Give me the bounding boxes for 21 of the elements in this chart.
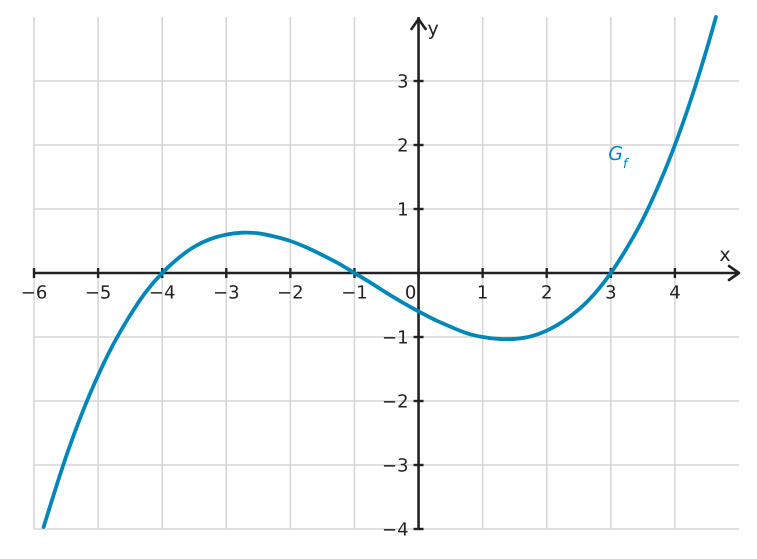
x-tick-label: 4 bbox=[669, 282, 681, 304]
x-tick-label: 3 bbox=[605, 282, 617, 304]
x-tick-label: 0 bbox=[404, 282, 416, 304]
x-tick-label: −5 bbox=[84, 282, 112, 304]
y-tick-label: 2 bbox=[397, 135, 409, 156]
x-tick-label: −2 bbox=[277, 282, 304, 304]
y-axis-title: y bbox=[428, 18, 439, 40]
y-tick-label: −2 bbox=[382, 391, 409, 412]
x-tick-label: −1 bbox=[341, 282, 368, 304]
x-tick-label: 2 bbox=[541, 282, 552, 304]
x-tick-label: −4 bbox=[148, 282, 176, 304]
x-tick-label: −3 bbox=[213, 282, 240, 304]
y-tick-label: 3 bbox=[397, 71, 409, 92]
x-tick-label: −6 bbox=[20, 282, 48, 304]
x-axis-title: x bbox=[719, 244, 731, 266]
series-label: G$_{f}$ bbox=[608, 142, 630, 172]
y-tick-label: −1 bbox=[382, 327, 409, 348]
y-tick-label: −3 bbox=[382, 455, 409, 476]
y-tick-label: 1 bbox=[397, 199, 409, 220]
y-tick-label: −4 bbox=[382, 519, 409, 540]
x-tick-label: 1 bbox=[476, 282, 488, 304]
